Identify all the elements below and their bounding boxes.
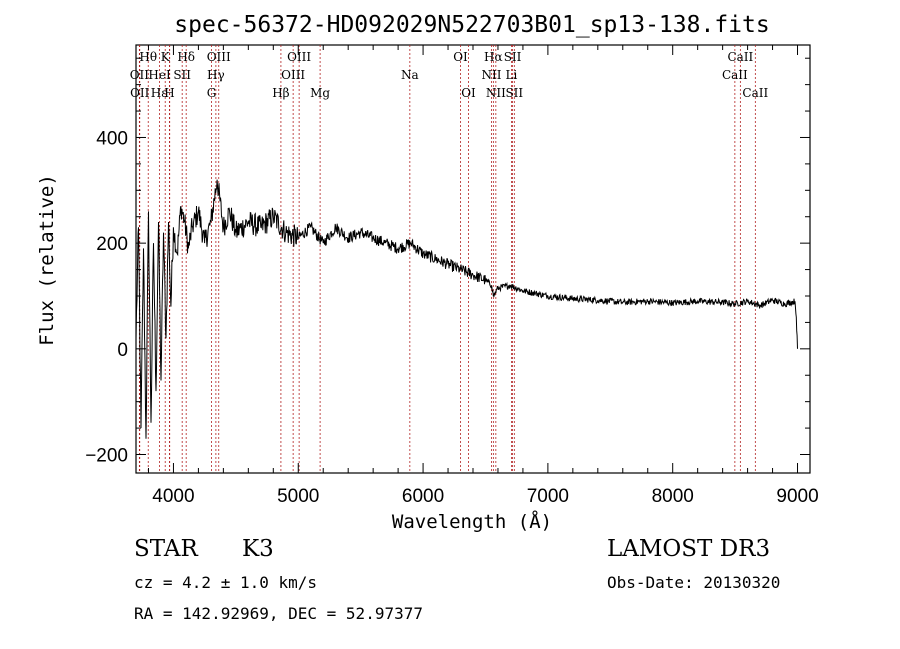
emission-line-label: OII	[130, 86, 150, 100]
emission-line-label: OII	[130, 68, 150, 82]
object-subclass: K3	[242, 536, 274, 562]
x-tick-label: 5000	[277, 486, 319, 507]
survey-name: LAMOST DR3	[607, 536, 771, 562]
x-axis-ticks: 4000 5000 6000 7000 8000 9000	[147, 45, 819, 507]
y-axis-label: Flux (relative)	[36, 174, 58, 346]
emission-line-label: Hα	[484, 50, 503, 64]
spectrum-line	[135, 179, 798, 439]
emission-line-label: CaII	[727, 50, 753, 64]
x-tick-label: 6000	[402, 486, 444, 507]
coordinates: RA = 142.92969, DEC = 52.97377	[134, 604, 423, 623]
emission-line-label: CaII	[722, 68, 748, 82]
emission-line-label: Li	[506, 68, 518, 82]
observation-date: Obs-Date: 20130320	[607, 573, 781, 592]
y-tick-label: −200	[85, 446, 128, 467]
emission-line-label: NII	[481, 68, 501, 82]
chart-title: spec-56372-HD092029N522703B01_sp13-138.f…	[174, 12, 769, 38]
emission-line-label: OIII	[281, 68, 305, 82]
emission-line-label: CaII	[742, 86, 768, 100]
emission-line-label: Hθ	[139, 50, 157, 64]
plot-frame	[135, 44, 811, 474]
x-tick-label: 8000	[652, 486, 694, 507]
emission-line-label: Hγ	[207, 68, 225, 82]
emission-line-label: Hε	[151, 86, 168, 100]
emission-line-label: OI	[461, 86, 476, 100]
emission-line-label: SII	[173, 68, 191, 82]
emission-line-label: H	[164, 86, 174, 100]
redshift-velocity: cz = 4.2 ± 1.0 km/s	[134, 573, 318, 592]
emission-line-label: K	[161, 50, 171, 64]
emission-line-label: OIII	[287, 50, 311, 64]
emission-line-label: SII	[505, 86, 523, 100]
emission-line-label: OIII	[207, 50, 231, 64]
emission-line-label: OI	[453, 50, 468, 64]
object-class: STAR	[134, 536, 198, 562]
emission-line-label: Mg	[310, 86, 330, 100]
x-tick-label: 7000	[527, 486, 569, 507]
y-tick-label: 0	[117, 340, 128, 361]
emission-line-label: SII	[504, 50, 522, 64]
emission-line-label: HeI	[148, 68, 171, 82]
x-tick-label: 4000	[152, 486, 194, 507]
y-tick-label: 200	[96, 234, 128, 255]
y-tick-label: 400	[96, 128, 128, 149]
emission-line-label: Hδ	[177, 50, 195, 64]
emission-line-label: G	[207, 86, 217, 100]
emission-line-label: Hβ	[272, 86, 289, 100]
emission-line-label: NII	[486, 86, 506, 100]
x-axis-label: Wavelength (Å)	[392, 510, 552, 533]
x-tick-label: 9000	[776, 486, 818, 507]
emission-line-label: Na	[401, 68, 419, 82]
